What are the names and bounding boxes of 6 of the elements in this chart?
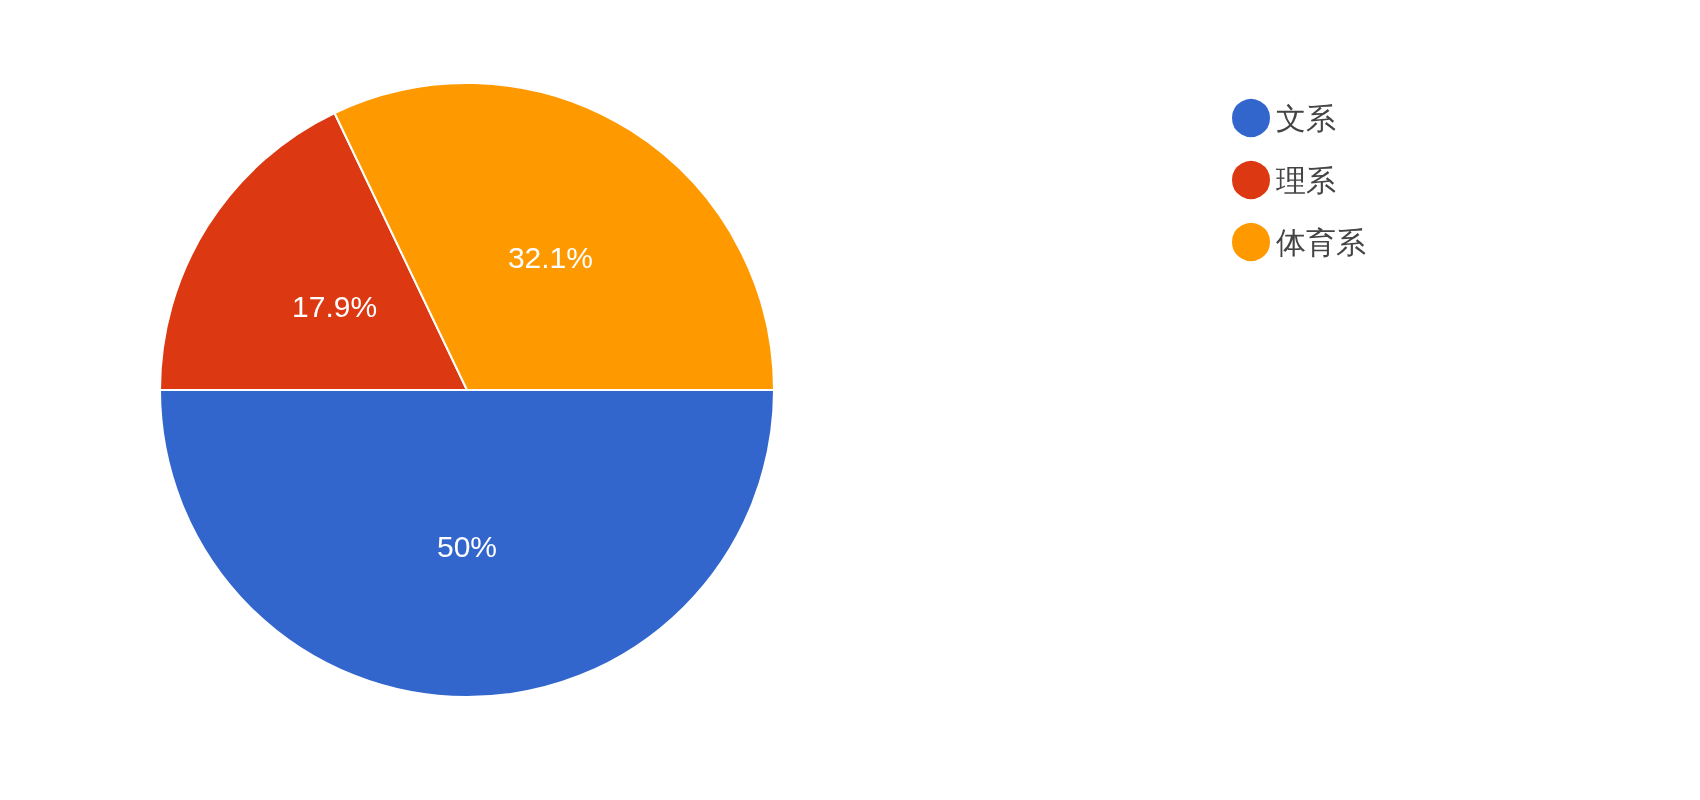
legend-label: 体育系 [1276, 224, 1366, 260]
legend-label: 理系 [1276, 162, 1336, 198]
data-label: 50% [436, 530, 498, 563]
data-label: 32.1% [507, 241, 593, 275]
data-label: 17.9% [292, 290, 378, 324]
legend-label: 文系 [1276, 100, 1336, 136]
